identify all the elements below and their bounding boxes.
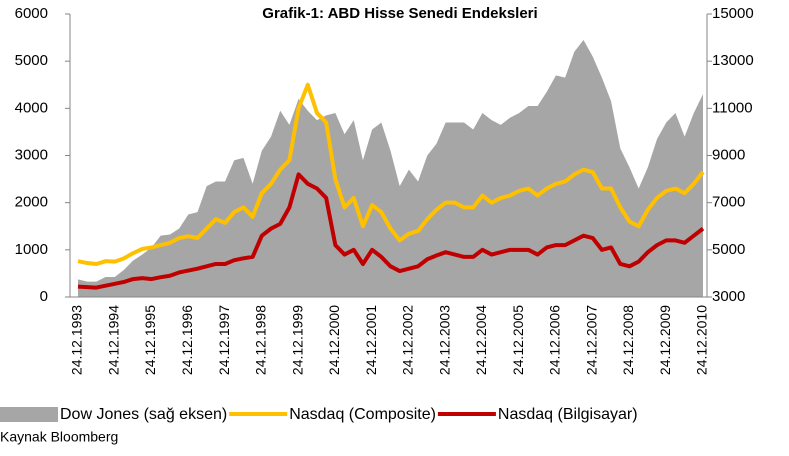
x-tick-label: 24.12.2008 xyxy=(620,305,636,375)
legend-swatch xyxy=(0,407,58,422)
x-tick-label: 24.12.2010 xyxy=(694,305,710,375)
x-tick-label: 24.12.2005 xyxy=(510,305,526,375)
y2-tick-label: 13000 xyxy=(712,52,754,69)
line xyxy=(77,82,705,266)
chart-title: Grafik-1: ABD Hisse Senedi Endeksleri xyxy=(262,5,537,22)
legend-label: Nasdaq (Bilgisayar) xyxy=(498,406,638,423)
y2-tick-label: 5000 xyxy=(712,241,745,258)
x-tick-label: 24.12.2001 xyxy=(363,305,379,375)
x-tick-label: 24.12.1994 xyxy=(105,305,121,375)
y-tick-label: 4000 xyxy=(15,99,48,116)
x-tick-label: 24.12.2000 xyxy=(326,305,342,375)
x-tick-label: 24.12.1999 xyxy=(289,305,305,375)
x-tick-label: 24.12.2002 xyxy=(400,305,416,375)
x-tick-label: 24.12.2009 xyxy=(657,305,673,375)
y-tick-label: 6000 xyxy=(15,5,48,22)
x-tick-label: 24.12.2006 xyxy=(547,305,563,375)
y-tick-label: 5000 xyxy=(15,52,48,69)
x-tick-label: 24.12.2003 xyxy=(436,305,452,375)
x-tick-label: 24.12.2007 xyxy=(583,305,599,375)
source: Kaynak Bloomberg xyxy=(0,429,118,445)
line xyxy=(77,172,705,290)
x-tick-label: 24.12.1993 xyxy=(69,305,85,375)
legend-label: Dow Jones (sağ eksen) xyxy=(60,406,227,423)
x-tick-label: 24.12.1996 xyxy=(179,305,195,375)
legend-label: Nasdaq (Composite) xyxy=(289,406,436,423)
y-tick-label: 3000 xyxy=(15,146,48,163)
y2-tick-label: 7000 xyxy=(712,194,745,211)
y-tick-label: 2000 xyxy=(15,194,48,211)
area xyxy=(78,39,703,298)
x-tick-label: 24.12.2004 xyxy=(473,305,489,375)
y2-tick-label: 11000 xyxy=(712,99,753,116)
x-tick-label: 24.12.1997 xyxy=(216,305,232,375)
y-tick-label: 0 xyxy=(40,288,48,305)
x-tick-label: 24.12.1995 xyxy=(142,305,158,375)
x-tick-label: 24.12.1998 xyxy=(253,305,269,375)
y2-tick-label: 9000 xyxy=(712,146,745,163)
y2-tick-label: 3000 xyxy=(712,288,745,305)
y2-tick-label: 15000 xyxy=(712,5,754,22)
y-tick-label: 1000 xyxy=(15,241,48,258)
